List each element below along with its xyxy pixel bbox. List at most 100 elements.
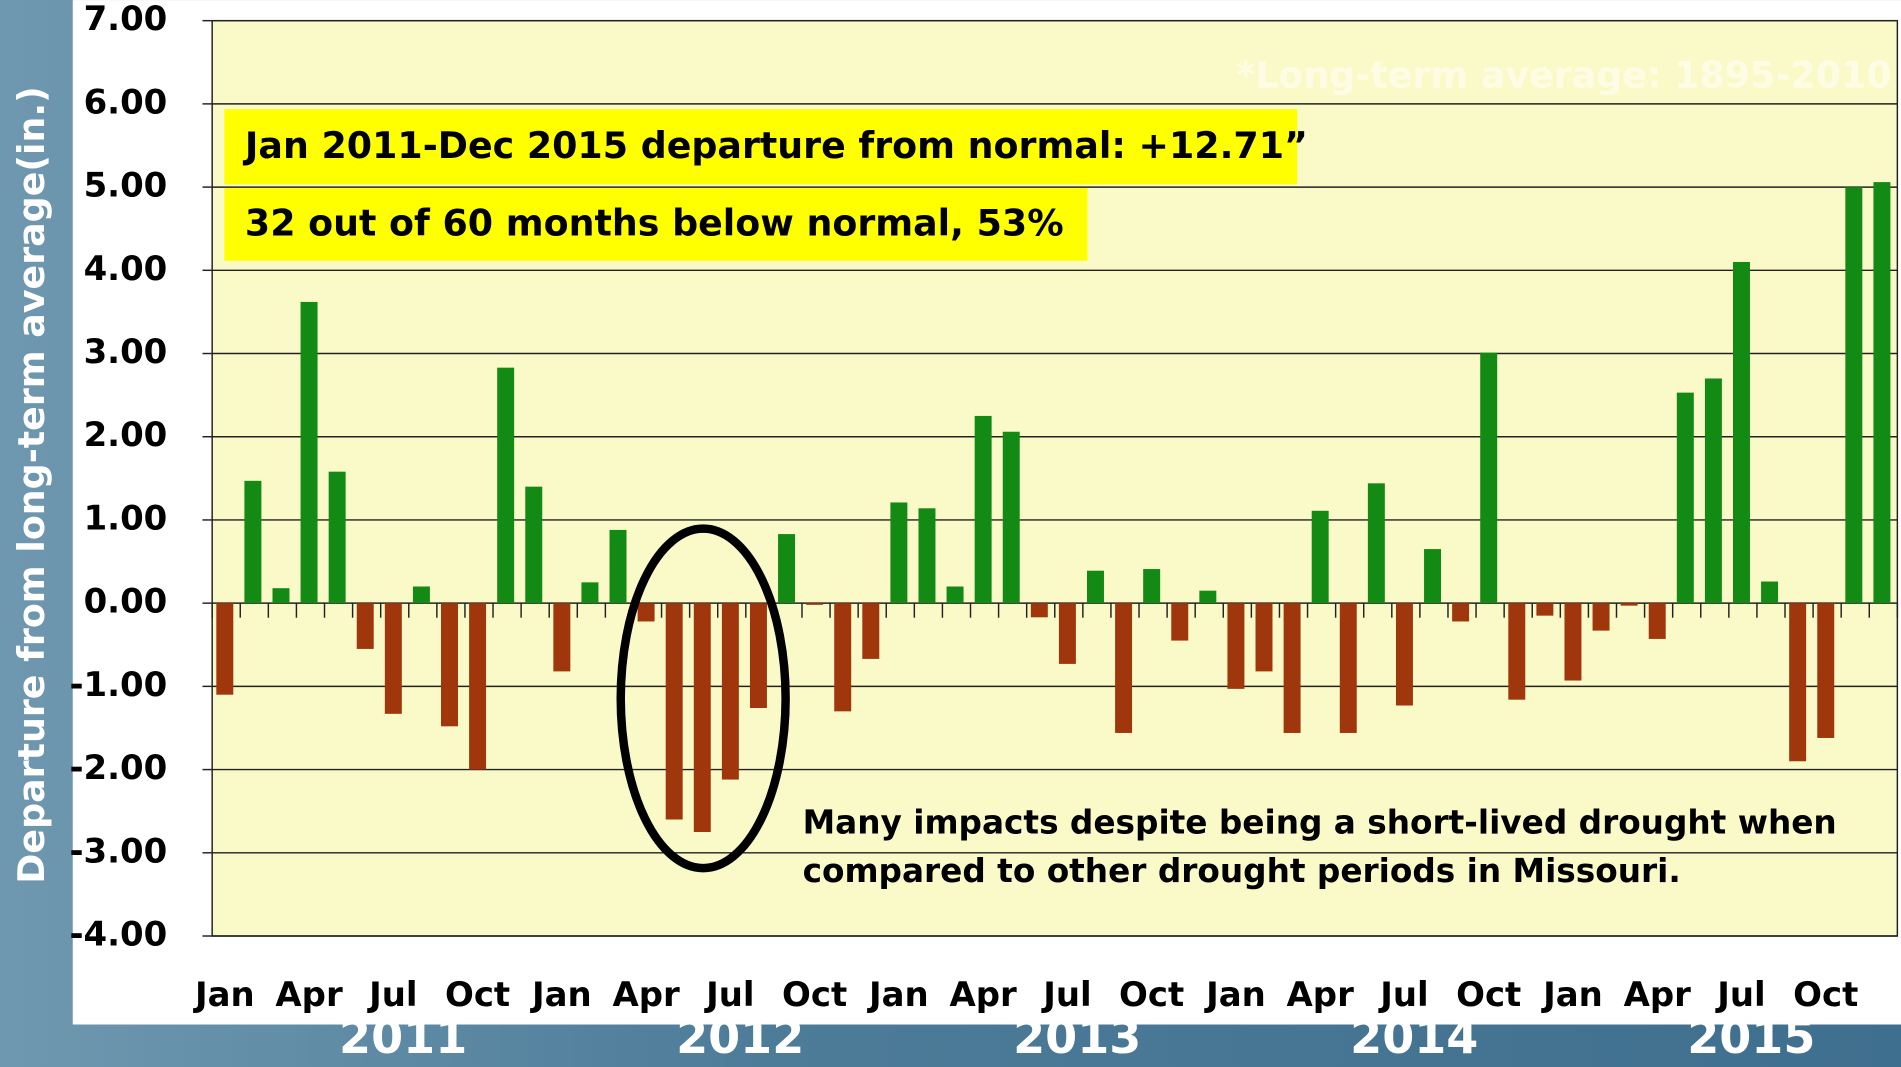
bar bbox=[637, 603, 655, 622]
bar bbox=[1311, 510, 1329, 604]
x-tick-label: Jul bbox=[367, 975, 417, 1015]
y-tick-label: 1.00 bbox=[84, 498, 168, 538]
bar bbox=[862, 603, 880, 659]
bar bbox=[497, 367, 515, 604]
bar bbox=[1143, 569, 1161, 604]
x-tick-label: Jul bbox=[704, 975, 754, 1015]
bar bbox=[1480, 352, 1498, 604]
year-label: 2015 bbox=[1687, 1010, 1815, 1064]
bar bbox=[525, 486, 543, 604]
annotation: Jan 2011-Dec 2015 departure from normal:… bbox=[242, 124, 1308, 167]
year-label: 2013 bbox=[1013, 1010, 1141, 1064]
year-label: 2011 bbox=[339, 1010, 467, 1064]
bar bbox=[1424, 549, 1442, 604]
bar bbox=[1817, 603, 1835, 738]
x-tick-label: Jan bbox=[867, 975, 929, 1015]
bar bbox=[244, 480, 262, 604]
bar bbox=[778, 534, 796, 604]
bar bbox=[553, 603, 571, 672]
x-tick-label: Apr bbox=[275, 975, 343, 1015]
bar bbox=[1087, 570, 1104, 604]
bar bbox=[328, 471, 346, 604]
annotation-box bbox=[224, 109, 1298, 185]
bar bbox=[1283, 603, 1301, 733]
bar bbox=[609, 529, 627, 604]
x-tick-label: Oct bbox=[445, 975, 510, 1015]
annotation-box bbox=[224, 187, 1088, 261]
bar bbox=[1171, 603, 1189, 641]
x-tick-label: Oct bbox=[1793, 975, 1858, 1015]
bar bbox=[1761, 581, 1779, 604]
y-tick-label: -3.00 bbox=[69, 831, 167, 871]
bar bbox=[1873, 182, 1891, 604]
x-tick-label: Apr bbox=[1624, 975, 1692, 1015]
x-tick-label: Oct bbox=[1119, 975, 1184, 1015]
note: *Long-term average: 1895-2010 bbox=[1236, 54, 1891, 97]
bar bbox=[1845, 187, 1863, 604]
grid bbox=[202, 19, 1899, 937]
year-label: 2014 bbox=[1350, 1010, 1478, 1064]
bar bbox=[1592, 603, 1610, 631]
x-tick-label: Apr bbox=[949, 975, 1017, 1015]
y-axis-label: Departure from long-term average(in.) bbox=[10, 86, 53, 884]
x-tick-label: Apr bbox=[1287, 975, 1355, 1015]
annotation: compared to other drought periods in Mis… bbox=[803, 852, 1681, 890]
bar bbox=[665, 603, 683, 820]
bar bbox=[216, 603, 234, 695]
y-tick-label: 6.00 bbox=[84, 82, 168, 122]
bar bbox=[469, 603, 487, 770]
annotation: 32 out of 60 months below normal, 53% bbox=[245, 202, 1064, 245]
bar bbox=[693, 603, 711, 832]
bar bbox=[1648, 603, 1666, 639]
y-tick-label: 5.00 bbox=[84, 166, 168, 206]
bar bbox=[1508, 603, 1526, 700]
y-tick-label: 4.00 bbox=[84, 249, 168, 289]
annotation: Many impacts despite being a short-lived… bbox=[803, 803, 1837, 841]
bar bbox=[384, 603, 402, 714]
bar bbox=[1452, 603, 1470, 622]
bar bbox=[1227, 603, 1245, 689]
x-tick-label: Jan bbox=[193, 975, 255, 1015]
bar bbox=[412, 586, 430, 604]
y-tick-label: 0.00 bbox=[84, 582, 168, 622]
x-tick-label: Jul bbox=[1041, 975, 1091, 1015]
bar bbox=[356, 603, 374, 649]
highlight-ellipse bbox=[616, 524, 790, 873]
y-tick-label: 7.00 bbox=[84, 0, 168, 39]
year-label: 2012 bbox=[676, 1010, 804, 1064]
bar bbox=[1620, 603, 1638, 606]
bar bbox=[272, 588, 290, 604]
bar bbox=[806, 603, 824, 605]
y-tick-label: -2.00 bbox=[69, 748, 167, 788]
bar bbox=[1704, 378, 1722, 604]
bar bbox=[721, 603, 739, 780]
y-tick-label: -1.00 bbox=[69, 665, 167, 705]
bar bbox=[1676, 392, 1694, 604]
bar bbox=[1030, 603, 1048, 618]
bar bbox=[946, 586, 964, 604]
x-tick-label: Oct bbox=[1456, 975, 1521, 1015]
bar bbox=[1564, 603, 1582, 681]
bar bbox=[749, 603, 767, 709]
x-tick-label: Jul bbox=[1715, 975, 1765, 1015]
y-tick-label: -4.00 bbox=[69, 915, 167, 955]
bar bbox=[1789, 603, 1807, 762]
bar bbox=[974, 415, 992, 604]
x-tick-label: Jul bbox=[1378, 975, 1428, 1015]
bar bbox=[1199, 590, 1217, 604]
bar bbox=[1002, 431, 1020, 604]
bar bbox=[1732, 261, 1750, 604]
bar bbox=[581, 582, 599, 604]
bar bbox=[1536, 603, 1554, 616]
y-tick-label: 3.00 bbox=[84, 332, 168, 372]
bar bbox=[1395, 603, 1413, 706]
x-tick-label: Jan bbox=[1541, 975, 1603, 1015]
x-tick-label: Oct bbox=[782, 975, 847, 1015]
bar bbox=[1115, 603, 1133, 733]
bar bbox=[918, 508, 936, 604]
bar bbox=[834, 603, 852, 712]
x-tick-label: Jan bbox=[1204, 975, 1266, 1015]
bar bbox=[441, 603, 458, 727]
